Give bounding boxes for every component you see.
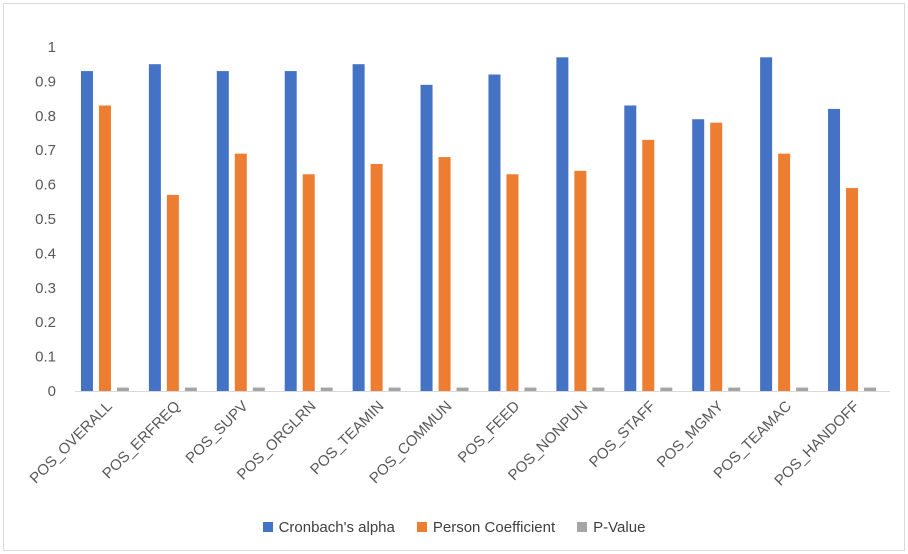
- bar-cronbach: [216, 71, 229, 391]
- legend-swatch-pvalue: [577, 522, 588, 532]
- bar-person: [778, 153, 791, 391]
- legend-label-cronbach: Cronbach's alpha: [278, 518, 395, 536]
- bar-pvalue: [320, 387, 333, 391]
- legend-item-person: Person Coefficient: [416, 518, 556, 536]
- legend-item-cronbach: Cronbach's alpha: [262, 518, 395, 536]
- bar-person: [98, 105, 111, 391]
- bar-cronbach: [692, 119, 705, 392]
- bar-cronbach: [148, 64, 161, 391]
- bar-cronbach: [420, 84, 433, 391]
- x-tick-label: POS_MGMY: [654, 398, 727, 471]
- x-tick-label: POS_FEED: [455, 398, 524, 467]
- bar-pvalue: [592, 387, 605, 391]
- y-tick-label: 0.8: [35, 108, 56, 125]
- x-tick-label: POS_STAFF: [586, 398, 659, 471]
- y-tick-label: 0: [48, 383, 56, 400]
- bars-group: [80, 57, 877, 392]
- legend-swatch-person: [416, 522, 427, 532]
- bar-pvalue: [864, 387, 877, 391]
- bar-cronbach: [624, 105, 637, 391]
- legend-label-person: Person Coefficient: [432, 518, 556, 536]
- bar-pvalue: [728, 387, 741, 391]
- y-tick-label: 0.3: [35, 280, 56, 297]
- y-tick-label: 0.1: [35, 349, 56, 366]
- bar-pvalue: [388, 387, 401, 391]
- y-tick-label: 1: [48, 39, 56, 56]
- bar-cronbach: [284, 71, 297, 391]
- bar-cronbach: [828, 108, 841, 392]
- bar-person: [166, 194, 179, 391]
- x-tick-label: POS_SUPV: [182, 398, 251, 467]
- y-tick-label: 0.6: [35, 177, 56, 194]
- bar-person: [438, 157, 451, 391]
- legend: Cronbach's alpha Person Coefficient P-Va…: [0, 516, 908, 538]
- bar-person: [642, 139, 655, 391]
- bar-pvalue: [184, 387, 197, 391]
- bar-cronbach: [488, 74, 501, 392]
- y-tick-label: 0.9: [35, 73, 56, 90]
- bar-person: [370, 163, 383, 391]
- bar-person: [234, 153, 247, 391]
- bar-pvalue: [252, 387, 265, 391]
- y-axis-ticks: 0 0.1 0.2 0.3 0.4 0.5 0.6 0.7 0.8 0.9 1: [35, 39, 56, 400]
- legend-label-pvalue: P-Value: [593, 518, 646, 536]
- y-tick-label: 0.7: [35, 142, 56, 159]
- y-tick-label: 0.4: [35, 245, 56, 262]
- y-tick-label: 0.2: [35, 314, 56, 331]
- bar-person: [574, 170, 587, 391]
- bar-cronbach: [556, 57, 569, 391]
- bar-cronbach: [352, 64, 365, 391]
- bar-pvalue: [660, 387, 673, 391]
- bar-person: [710, 122, 723, 392]
- x-axis-labels: POS_OVERALLPOS_ERFREQPOS_SUPVPOS_ORGLRNP…: [27, 398, 863, 490]
- legend-item-pvalue: P-Value: [577, 519, 645, 536]
- bar-person: [846, 188, 859, 391]
- bar-person: [506, 174, 519, 391]
- bar-pvalue: [456, 387, 469, 391]
- bar-person: [302, 174, 315, 391]
- bar-pvalue: [524, 387, 537, 391]
- bar-pvalue: [116, 387, 129, 391]
- bar-cronbach: [760, 57, 773, 391]
- bar-pvalue: [796, 387, 809, 391]
- legend-swatch-cronbach: [262, 522, 273, 532]
- y-tick-label: 0.5: [35, 211, 56, 228]
- bar-cronbach: [80, 71, 93, 391]
